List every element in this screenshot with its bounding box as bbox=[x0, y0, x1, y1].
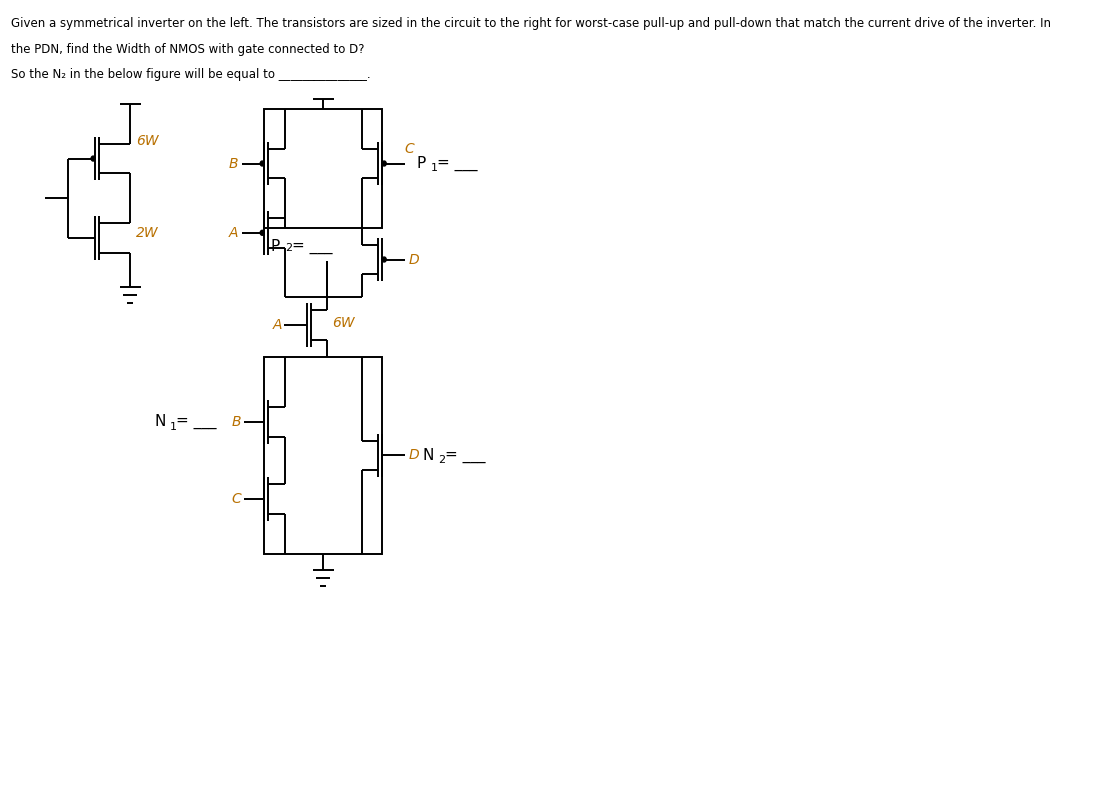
Bar bbox=[264, 109, 383, 228]
Text: 6W: 6W bbox=[136, 134, 159, 148]
Text: = ___: = ___ bbox=[445, 448, 486, 463]
Text: B: B bbox=[232, 415, 241, 429]
Text: = ___: = ___ bbox=[437, 156, 478, 171]
Circle shape bbox=[260, 161, 264, 166]
Text: 1: 1 bbox=[170, 422, 176, 431]
Circle shape bbox=[383, 257, 386, 262]
Text: D: D bbox=[408, 448, 419, 462]
Text: 6W: 6W bbox=[332, 315, 355, 330]
Text: 2W: 2W bbox=[136, 225, 159, 240]
Text: N: N bbox=[423, 448, 434, 463]
Circle shape bbox=[91, 156, 95, 161]
Text: B: B bbox=[229, 157, 238, 170]
Text: 1: 1 bbox=[431, 164, 438, 174]
Text: C: C bbox=[231, 492, 241, 506]
Text: A: A bbox=[273, 318, 282, 332]
Text: So the N₂ in the below figure will be equal to _______________.: So the N₂ in the below figure will be eq… bbox=[11, 68, 370, 81]
Text: C: C bbox=[404, 142, 414, 156]
Text: 2: 2 bbox=[438, 456, 445, 466]
Text: D: D bbox=[408, 252, 419, 267]
Bar bbox=[264, 357, 383, 555]
Text: Given a symmetrical inverter on the left. The transistors are sized in the circu: Given a symmetrical inverter on the left… bbox=[11, 17, 1051, 30]
Circle shape bbox=[383, 161, 386, 166]
Text: P: P bbox=[271, 238, 279, 254]
Text: = ___: = ___ bbox=[176, 414, 217, 429]
Text: A: A bbox=[229, 225, 238, 240]
Text: P: P bbox=[416, 156, 425, 171]
Text: = ___: = ___ bbox=[292, 238, 332, 254]
Text: the PDN, find the Width of NMOS with gate connected to D?: the PDN, find the Width of NMOS with gat… bbox=[11, 43, 364, 56]
Circle shape bbox=[260, 230, 264, 235]
Text: N: N bbox=[155, 414, 165, 429]
Text: 2: 2 bbox=[285, 242, 293, 253]
